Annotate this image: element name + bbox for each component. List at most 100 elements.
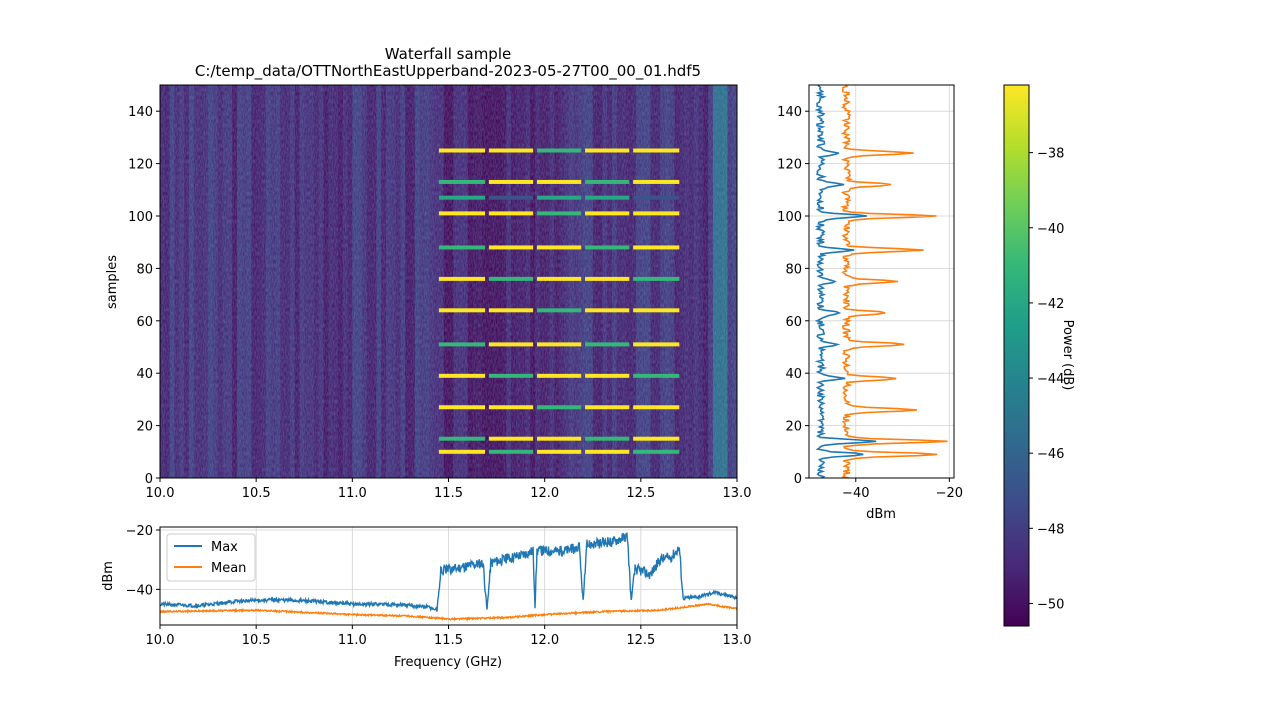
waterfall-x-tick-label-125: 12.5 (626, 486, 655, 501)
profile-line-max (814, 84, 877, 479)
burst-segment (633, 436, 680, 441)
burst-segment (438, 195, 486, 200)
spectrum-x-label: Frequency (GHz) (394, 655, 502, 670)
spectrum-grid (159, 527, 738, 625)
burst-segment (585, 195, 630, 200)
burst-segment (585, 373, 630, 378)
burst-segment (488, 148, 534, 153)
chart-title-line2: C:/temp_data/OTTNorthEastUpperband-2023-… (195, 62, 701, 81)
burst-segment (633, 405, 680, 410)
colorbar-tick-label-44: −44 (1037, 372, 1064, 387)
profile-lines (814, 84, 948, 479)
waterfall-y-label: samples (105, 255, 120, 309)
burst-segment (633, 195, 680, 200)
profile-y-tick-label-0: 0 (794, 472, 802, 487)
waterfall-y-tick-label-60: 60 (136, 315, 153, 330)
profile-y-tick-label-80: 80 (785, 262, 802, 277)
spectrum-y-tick-label-40: −40 (126, 583, 153, 598)
profile-y-tick-label-100: 100 (777, 210, 802, 225)
burst-segment (488, 308, 534, 313)
profile-x-tick-label-20: −20 (936, 486, 963, 501)
burst-segment (585, 245, 630, 250)
burst-segment (488, 195, 534, 200)
burst-segment (585, 148, 630, 153)
spectrum-x-tick-label-130: 13.0 (723, 633, 752, 648)
chart-title-line1: Waterfall sample (385, 45, 511, 63)
spectrum-line-mean (159, 602, 738, 622)
burst-segment (438, 436, 486, 441)
waterfall-y-tick-label-80: 80 (136, 262, 153, 277)
waterfall-heatmap (160, 85, 738, 478)
spectrum-y-label: dBm (101, 561, 116, 591)
burst-segment (585, 449, 630, 454)
waterfall-y-tick-label-20: 20 (136, 420, 153, 435)
spectrum-lines (159, 532, 738, 622)
colorbar: −38 −40 −42 −44 −46 −48 −50 Power (dB) (1003, 84, 1075, 627)
burst-segment (633, 342, 680, 347)
burst-segment (633, 276, 680, 281)
burst-segment (536, 342, 582, 347)
spectrum-panel: 10.0 10.5 11.0 11.5 12.0 12.5 13.0 −40 −20 Freq… (101, 524, 751, 670)
waterfall-panel: 10.0 10.5 11.0 11.5 12.0 12.5 13.0 0 20 40 60 80 10… (105, 84, 752, 501)
burst-segment (438, 308, 486, 313)
profile-x-tick-label-40: −40 (842, 486, 869, 501)
burst-segment (438, 276, 486, 281)
spectrum-legend: Max Mean (166, 533, 256, 582)
waterfall-y-tick-label-140: 140 (128, 105, 153, 120)
burst-segment (536, 405, 582, 410)
legend-max-label: Max (211, 540, 238, 555)
burst-segment (536, 245, 582, 250)
burst-segment (633, 373, 680, 378)
burst-segment (536, 308, 582, 313)
burst-segment (438, 342, 486, 347)
spectrum-x-tick-label-120: 12.0 (530, 633, 559, 648)
burst-segment (536, 276, 582, 281)
burst-segment (488, 405, 534, 410)
burst-segment (536, 436, 582, 441)
burst-segment (633, 449, 680, 454)
waterfall-x-axis: 10.0 10.5 11.0 11.5 12.0 12.5 13.0 (146, 478, 752, 501)
profile-grid (809, 85, 954, 479)
burst-segment (438, 211, 486, 216)
burst-segment (585, 179, 630, 184)
profile-x-label: dBm (866, 507, 896, 522)
colorbar-tick-label-46: −46 (1037, 447, 1064, 462)
waterfall-x-tick-label-100: 10.0 (146, 486, 175, 501)
waterfall-y-tick-label-120: 120 (128, 158, 153, 173)
waterfall-x-tick-label-130: 13.0 (723, 486, 752, 501)
burst-segment (438, 449, 486, 454)
burst-segment (536, 179, 582, 184)
burst-segment (585, 308, 630, 313)
burst-segment (536, 211, 582, 216)
burst-segment (488, 449, 534, 454)
burst-segment (536, 148, 582, 153)
waterfall-x-tick-label-120: 12.0 (530, 486, 559, 501)
burst-segment (585, 405, 630, 410)
burst-segment (488, 436, 534, 441)
spectrum-x-tick-label-115: 11.5 (434, 633, 463, 648)
spectrum-x-tick-label-105: 10.5 (242, 633, 271, 648)
burst-segment (488, 373, 534, 378)
waterfall-x-tick-label-115: 11.5 (434, 486, 463, 501)
waterfall-y-tick-label-100: 100 (128, 210, 153, 225)
legend-mean-label: Mean (211, 561, 246, 576)
burst-segment (633, 179, 680, 184)
burst-segment (585, 436, 630, 441)
burst-segment (536, 373, 582, 378)
colorbar-label: Power (dB) (1060, 320, 1075, 391)
colorbar-tick-label-38: −38 (1037, 147, 1064, 162)
spectrum-y-tick-label-20: −20 (126, 524, 153, 539)
waterfall-y-axis: 0 20 40 60 80 100 120 140 (128, 105, 160, 487)
waterfall-x-tick-label-110: 11.0 (338, 486, 367, 501)
profile-y-tick-label-140: 140 (777, 105, 802, 120)
profile-y-tick-label-120: 120 (777, 158, 802, 173)
burst-segment (536, 449, 582, 454)
burst-segment (438, 245, 486, 250)
burst-segment (585, 276, 630, 281)
profile-y-tick-label-20: 20 (785, 420, 802, 435)
burst-segment (438, 405, 486, 410)
colorbar-tick-label-42: −42 (1037, 297, 1064, 312)
burst-segment (488, 276, 534, 281)
burst-segment (438, 373, 486, 378)
